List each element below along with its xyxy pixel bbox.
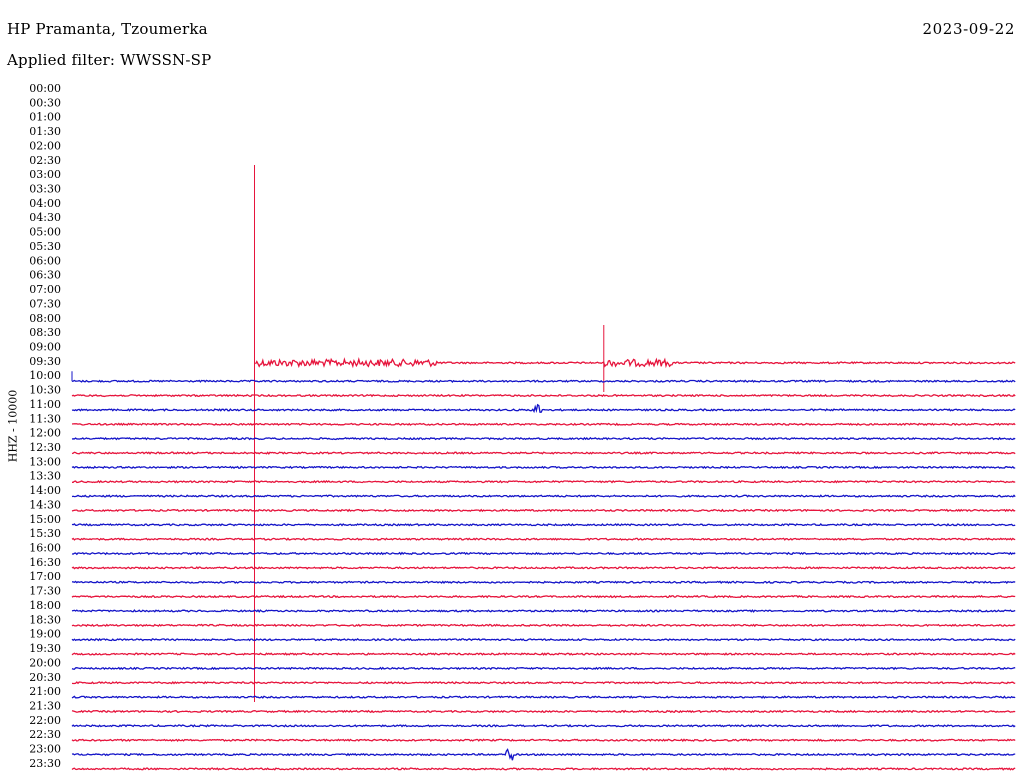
seismic-traces xyxy=(71,165,1016,771)
trace-row-21:00 xyxy=(71,695,1016,699)
time-tick-label: 13:00 xyxy=(29,455,61,468)
filter-label: Applied filter: WWSSN-SP xyxy=(7,51,212,69)
time-tick-label: 14:30 xyxy=(29,498,61,511)
time-tick-label: 07:30 xyxy=(29,297,61,310)
trace-row-12:00 xyxy=(71,436,1016,441)
time-tick-label: 05:00 xyxy=(29,226,61,239)
trace-row-12:30 xyxy=(71,451,1016,455)
time-tick-label: 17:30 xyxy=(29,585,61,598)
time-tick-label: 01:00 xyxy=(29,111,61,124)
trace-row-09:30 xyxy=(255,356,1016,369)
trace-row-18:00 xyxy=(71,609,1016,613)
trace-row-13:00 xyxy=(71,465,1016,470)
time-tick-label: 10:30 xyxy=(29,384,61,397)
time-tick-label: 09:30 xyxy=(29,355,61,368)
trace-row-19:00 xyxy=(71,637,1016,642)
time-tick-label: 00:30 xyxy=(29,96,61,109)
trace-row-11:30 xyxy=(71,422,1016,426)
trace-row-20:30 xyxy=(71,680,1016,685)
trace-row-22:30 xyxy=(71,738,1016,743)
time-tick-label: 15:00 xyxy=(29,513,61,526)
trace-row-19:30 xyxy=(71,652,1016,656)
time-tick-label: 22:00 xyxy=(29,714,61,727)
trace-row-16:00 xyxy=(71,551,1016,556)
time-tick-label: 04:00 xyxy=(29,197,61,210)
trace-row-14:00 xyxy=(71,494,1016,498)
time-tick-label: 20:00 xyxy=(29,656,61,669)
trace-row-10:00 xyxy=(71,379,1016,383)
time-tick-label: 16:00 xyxy=(29,542,61,555)
time-tick-label: 23:00 xyxy=(29,743,61,756)
time-tick-label: 03:00 xyxy=(29,168,61,181)
station-title: HP Pramanta, Tzoumerka xyxy=(7,20,208,38)
trace-row-13:30 xyxy=(72,479,1016,484)
trace-row-15:00 xyxy=(71,522,1016,527)
time-tick-label: 12:30 xyxy=(29,441,61,454)
trace-row-22:00 xyxy=(71,723,1016,728)
time-tick-label: 16:30 xyxy=(29,556,61,569)
trace-row-17:00 xyxy=(71,580,1016,585)
time-tick-label: 05:30 xyxy=(29,240,61,253)
trace-row-17:30 xyxy=(71,594,1016,599)
trace-row-10:30 xyxy=(71,393,1016,398)
time-tick-label: 10:00 xyxy=(29,369,61,382)
time-tick-label: 04:30 xyxy=(29,211,61,224)
time-tick-label: 19:30 xyxy=(29,642,61,655)
time-tick-label: 03:30 xyxy=(29,183,61,196)
trace-row-23:30 xyxy=(71,767,1016,771)
time-tick-label: 21:30 xyxy=(29,699,61,712)
time-tick-label: 20:30 xyxy=(29,671,61,684)
trace-row-16:30 xyxy=(71,566,1016,570)
time-tick-label: 12:00 xyxy=(29,427,61,440)
trace-row-18:30 xyxy=(71,623,1016,628)
trace-row-20:00 xyxy=(71,666,1016,671)
time-tick-label: 06:00 xyxy=(29,254,61,267)
time-tick-label: 19:00 xyxy=(29,628,61,641)
time-tick-label: 08:30 xyxy=(29,326,61,339)
time-tick-label: 08:00 xyxy=(29,312,61,325)
time-tick-label: 21:00 xyxy=(29,685,61,698)
trace-row-21:30 xyxy=(71,709,1016,714)
time-tick-label: 09:00 xyxy=(29,340,61,353)
time-tick-label: 17:00 xyxy=(29,570,61,583)
time-tick-label: 15:30 xyxy=(29,527,61,540)
trace-row-14:30 xyxy=(71,508,1016,513)
time-tick-label: 02:00 xyxy=(29,139,61,152)
time-tick-label: 18:00 xyxy=(29,599,61,612)
trace-row-15:30 xyxy=(71,537,1016,542)
time-tick-label: 00:00 xyxy=(29,82,61,95)
time-tick-label: 23:30 xyxy=(29,757,61,770)
trace-row-11:00 xyxy=(71,403,1016,414)
time-tick-label: 06:30 xyxy=(29,269,61,282)
time-tick-label: 14:00 xyxy=(29,484,61,497)
time-tick-label: 02:30 xyxy=(29,154,61,167)
trace-row-23:00 xyxy=(71,748,1016,761)
time-tick-label: 11:00 xyxy=(29,398,61,411)
date-label: 2023-09-22 xyxy=(922,20,1015,38)
time-tick-label: 11:30 xyxy=(29,412,61,425)
time-tick-label: 18:30 xyxy=(29,613,61,626)
time-tick-label: 01:30 xyxy=(29,125,61,138)
time-tick-label: 22:30 xyxy=(29,728,61,741)
time-tick-label: 07:00 xyxy=(29,283,61,296)
time-tick-label: 13:30 xyxy=(29,470,61,483)
